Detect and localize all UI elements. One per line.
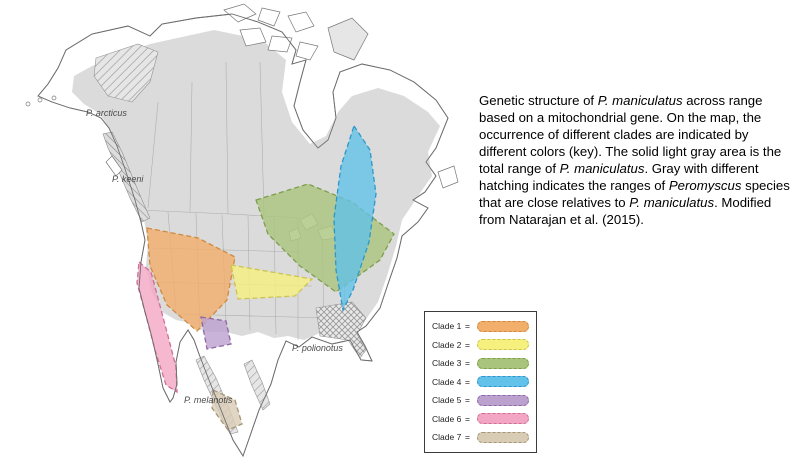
legend-swatch-clade-6 xyxy=(477,413,529,425)
clade-1-region xyxy=(146,227,236,332)
caption-text: across range based on a mitochondrial ge… xyxy=(479,93,782,176)
caption-text: . Gray with different hatching indicates… xyxy=(479,161,759,193)
continent-coastline xyxy=(37,13,449,458)
caption-species-name: P. maniculatus xyxy=(597,93,683,108)
legend-swatch-clade-7 xyxy=(477,431,529,443)
legend-swatch-clade-3 xyxy=(477,357,529,369)
legend-label: Clade 2 xyxy=(432,339,462,350)
clade-6-region xyxy=(136,260,178,394)
map-label-p-melanotis: P. melanotis xyxy=(184,395,233,405)
legend-label: Clade 1 xyxy=(432,321,462,332)
caption-species-name: P. maniculatus xyxy=(629,195,715,210)
legend-row: Clade 4 = xyxy=(432,373,529,392)
legend-equals: = xyxy=(465,358,470,369)
legend-row: Clade 6 = xyxy=(432,410,529,429)
legend-swatch-clade-1 xyxy=(477,320,529,332)
legend-equals: = xyxy=(465,321,470,332)
legend-row: Clade 7 = xyxy=(432,428,529,447)
map-label-p-keeni: P. keeni xyxy=(112,174,144,184)
legend-swatch-clade-2 xyxy=(477,339,529,351)
legend: Clade 1 = Clade 2 = Clade 3 = Clade 4 = … xyxy=(424,311,537,453)
figure-caption: Genetic structure of P. maniculatus acro… xyxy=(479,92,795,228)
caption-text: Genetic structure of xyxy=(479,93,598,108)
caption-genus-name: Peromyscus xyxy=(668,178,742,193)
clade-5-region xyxy=(200,316,232,350)
map-label-p-arcticus: P. arcticus xyxy=(86,108,127,118)
map-label-p-polionotus: P. polionotus xyxy=(292,343,343,353)
legend-equals: = xyxy=(465,432,470,443)
clade-2-region xyxy=(230,264,314,300)
legend-label: Clade 4 xyxy=(432,376,462,387)
clade-4-region xyxy=(333,124,377,313)
clade-7-region xyxy=(211,389,243,431)
north-america-map xyxy=(25,3,459,458)
legend-label: Clade 7 xyxy=(432,432,462,443)
legend-label: Clade 3 xyxy=(432,358,462,369)
legend-label: Clade 6 xyxy=(432,413,462,424)
legend-swatch-clade-4 xyxy=(477,376,529,388)
caption-text: . Modified from Natarajan et al. (2015). xyxy=(479,195,772,227)
legend-equals: = xyxy=(465,413,470,424)
p-polionotus-range xyxy=(315,301,367,359)
p-keeni-range xyxy=(102,131,151,223)
legend-equals: = xyxy=(465,376,470,387)
legend-swatch-clade-5 xyxy=(477,394,529,406)
caption-text: species that are close relatives to xyxy=(479,178,790,210)
legend-equals: = xyxy=(465,339,470,350)
legend-equals: = xyxy=(465,395,470,406)
caption-species-name: P. maniculatus xyxy=(559,161,645,176)
legend-label: Clade 5 xyxy=(432,395,462,406)
p-melanotis-range-east xyxy=(243,359,271,411)
legend-row: Clade 1 = xyxy=(432,317,529,336)
legend-row: Clade 5 = xyxy=(432,391,529,410)
arctic-islands xyxy=(25,3,459,189)
legend-row: Clade 3 = xyxy=(432,354,529,373)
legend-row: Clade 2 = xyxy=(432,336,529,355)
p-arcticus-range xyxy=(93,43,159,103)
